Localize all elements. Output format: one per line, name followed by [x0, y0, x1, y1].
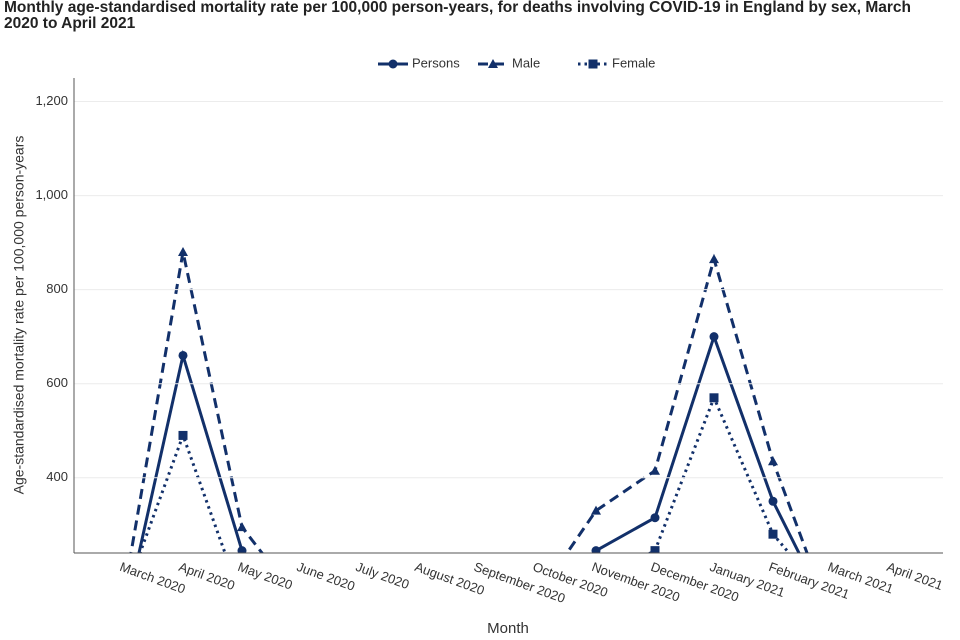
y-axis-title: Age-standardised mortality rate per 100,…: [11, 136, 27, 495]
series-line: [137, 332, 801, 553]
marker: [650, 546, 660, 553]
marker: [533, 614, 542, 623]
y-tick-label: 600: [46, 375, 68, 390]
marker: [388, 59, 398, 69]
x-tick-label: May 2020: [236, 559, 295, 593]
marker: [827, 615, 837, 624]
marker: [650, 465, 660, 475]
x-tick-label: July 2020: [354, 559, 411, 592]
x-tick-label: April 2020: [177, 559, 237, 593]
marker: [588, 59, 598, 69]
marker: [650, 513, 660, 523]
y-tick-label: 800: [46, 281, 68, 296]
marker: [709, 254, 719, 264]
marker: [237, 522, 247, 532]
marker: [709, 393, 719, 403]
marker: [119, 588, 129, 597]
x-tick-label: June 2020: [295, 559, 357, 594]
marker: [488, 59, 498, 68]
y-tick-label: 1,000: [35, 187, 68, 202]
marker: [768, 529, 778, 539]
marker: [178, 247, 188, 257]
marker: [120, 592, 129, 601]
marker: [296, 598, 306, 607]
marker: [237, 546, 247, 553]
legend-label: Male: [512, 55, 540, 70]
marker: [768, 456, 778, 466]
marker: [768, 496, 778, 506]
x-tick-label: April 2021: [885, 559, 945, 593]
y-tick-label: 400: [46, 469, 68, 484]
y-tick-label: 1,200: [35, 93, 68, 108]
marker: [591, 505, 601, 515]
marker: [178, 430, 188, 440]
marker: [238, 596, 247, 605]
marker: [533, 628, 542, 637]
marker: [828, 614, 837, 623]
series-line: [138, 393, 792, 553]
marker: [828, 599, 837, 608]
marker: [178, 350, 188, 360]
marker: [709, 332, 719, 342]
series-line: [129, 251, 809, 553]
x-axis-title: Month: [487, 620, 529, 637]
marker: [120, 616, 129, 625]
x-tick-label: March 2020: [118, 559, 188, 597]
legend-label: Persons: [412, 55, 460, 70]
legend-label: Female: [612, 55, 655, 70]
chart-title: Monthly age-standardised mortality rate …: [4, 0, 912, 32]
marker: [591, 546, 601, 553]
